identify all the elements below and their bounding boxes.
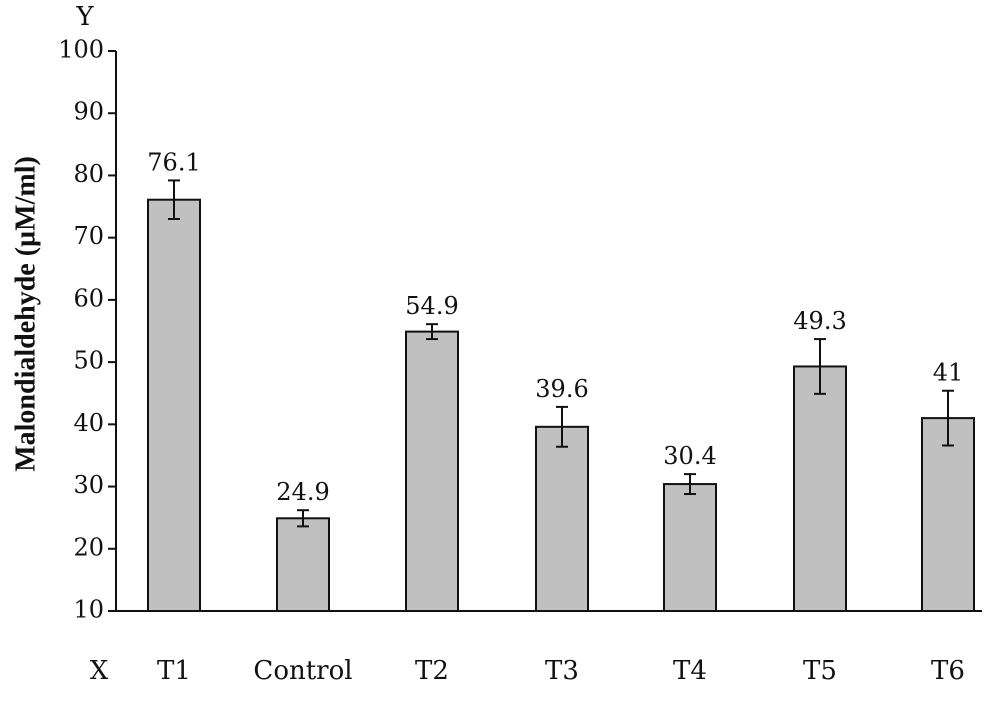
data-label: 39.6 <box>535 375 588 403</box>
bar-t3 <box>535 425 589 613</box>
category-label: T2 <box>415 656 449 686</box>
data-label: 54.9 <box>405 292 458 320</box>
category-label: T4 <box>673 656 707 686</box>
category-label: T6 <box>931 656 965 686</box>
bar-t6 <box>921 417 975 612</box>
category-label: T5 <box>803 656 837 686</box>
y-tick-label: 100 <box>58 36 104 64</box>
data-label: 41 <box>933 359 964 387</box>
category-label: T3 <box>545 656 579 686</box>
y-tick-label: 30 <box>73 471 104 499</box>
data-label: 24.9 <box>276 478 329 506</box>
category-labels: T1 Control T2 T3 T4 T5 T6 <box>157 656 965 686</box>
y-tick-label: 40 <box>73 409 104 437</box>
category-label: T1 <box>157 656 191 686</box>
y-tick-label: 50 <box>73 347 104 375</box>
data-label: 76.1 <box>147 148 200 176</box>
y-tick-label: 90 <box>73 98 104 126</box>
data-label: 30.4 <box>663 442 716 470</box>
x-axis-letter: X <box>90 656 109 686</box>
bar-control <box>276 517 330 612</box>
bar-t5 <box>793 365 847 613</box>
y-tick-label: 60 <box>73 284 104 312</box>
y-tick-label: 20 <box>73 533 104 561</box>
y-axis-letter: Y <box>75 2 94 32</box>
bars: 76.1 24.9 54.9 39.6 30.4 49.3 41 <box>147 148 975 613</box>
category-label: Control <box>253 656 352 686</box>
bar-t2 <box>405 330 459 612</box>
y-tick-label: 10 <box>73 596 104 624</box>
y-axis: 10 20 30 40 50 60 70 80 90 100 <box>58 36 982 624</box>
y-axis-title: Malondialdehyde (µM/ml) <box>10 156 41 472</box>
bar-t4 <box>663 483 717 613</box>
bar-t1 <box>147 198 201 612</box>
y-tick-label: 70 <box>73 222 104 250</box>
data-label: 49.3 <box>793 307 846 335</box>
y-tick-label: 80 <box>73 160 104 188</box>
